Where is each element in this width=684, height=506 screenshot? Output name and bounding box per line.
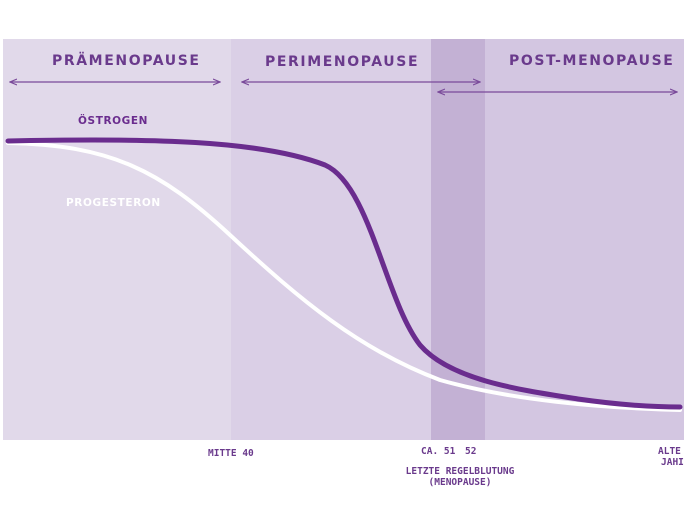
axis-label-ca51: CA. 51 <box>421 446 456 457</box>
perimenopause-label: PERIMENOPAUSE <box>265 54 420 70</box>
progesterone-curve <box>6 141 682 412</box>
axis-label-52: 52 <box>465 446 477 457</box>
axis-label-age-end-line1: ALTE <box>658 446 681 457</box>
premenopause-label: PRÄMENOPAUSE <box>52 53 201 69</box>
progesterone-label: PROGESTERON <box>66 197 161 209</box>
perimenopause-band <box>231 39 431 440</box>
menopause-note-line2: (MENOPAUSE) <box>428 477 492 488</box>
postmenopause-band <box>485 39 684 440</box>
menopause-note-line1: LETZTE REGELBLUTUNG <box>405 466 515 477</box>
postmenopause-label: POST-MENOPAUSE <box>509 53 675 69</box>
estrogen-label: ÖSTROGEN <box>78 115 149 127</box>
axis-label-mid40: MITTE 40 <box>208 448 254 459</box>
menopause-note: LETZTE REGELBLUTUNG (MENOPAUSE) <box>397 466 523 488</box>
premenopause-band <box>3 39 231 440</box>
estrogen-curve <box>5 137 683 410</box>
axis-label-age-end-line2: JAHI <box>661 457 684 468</box>
